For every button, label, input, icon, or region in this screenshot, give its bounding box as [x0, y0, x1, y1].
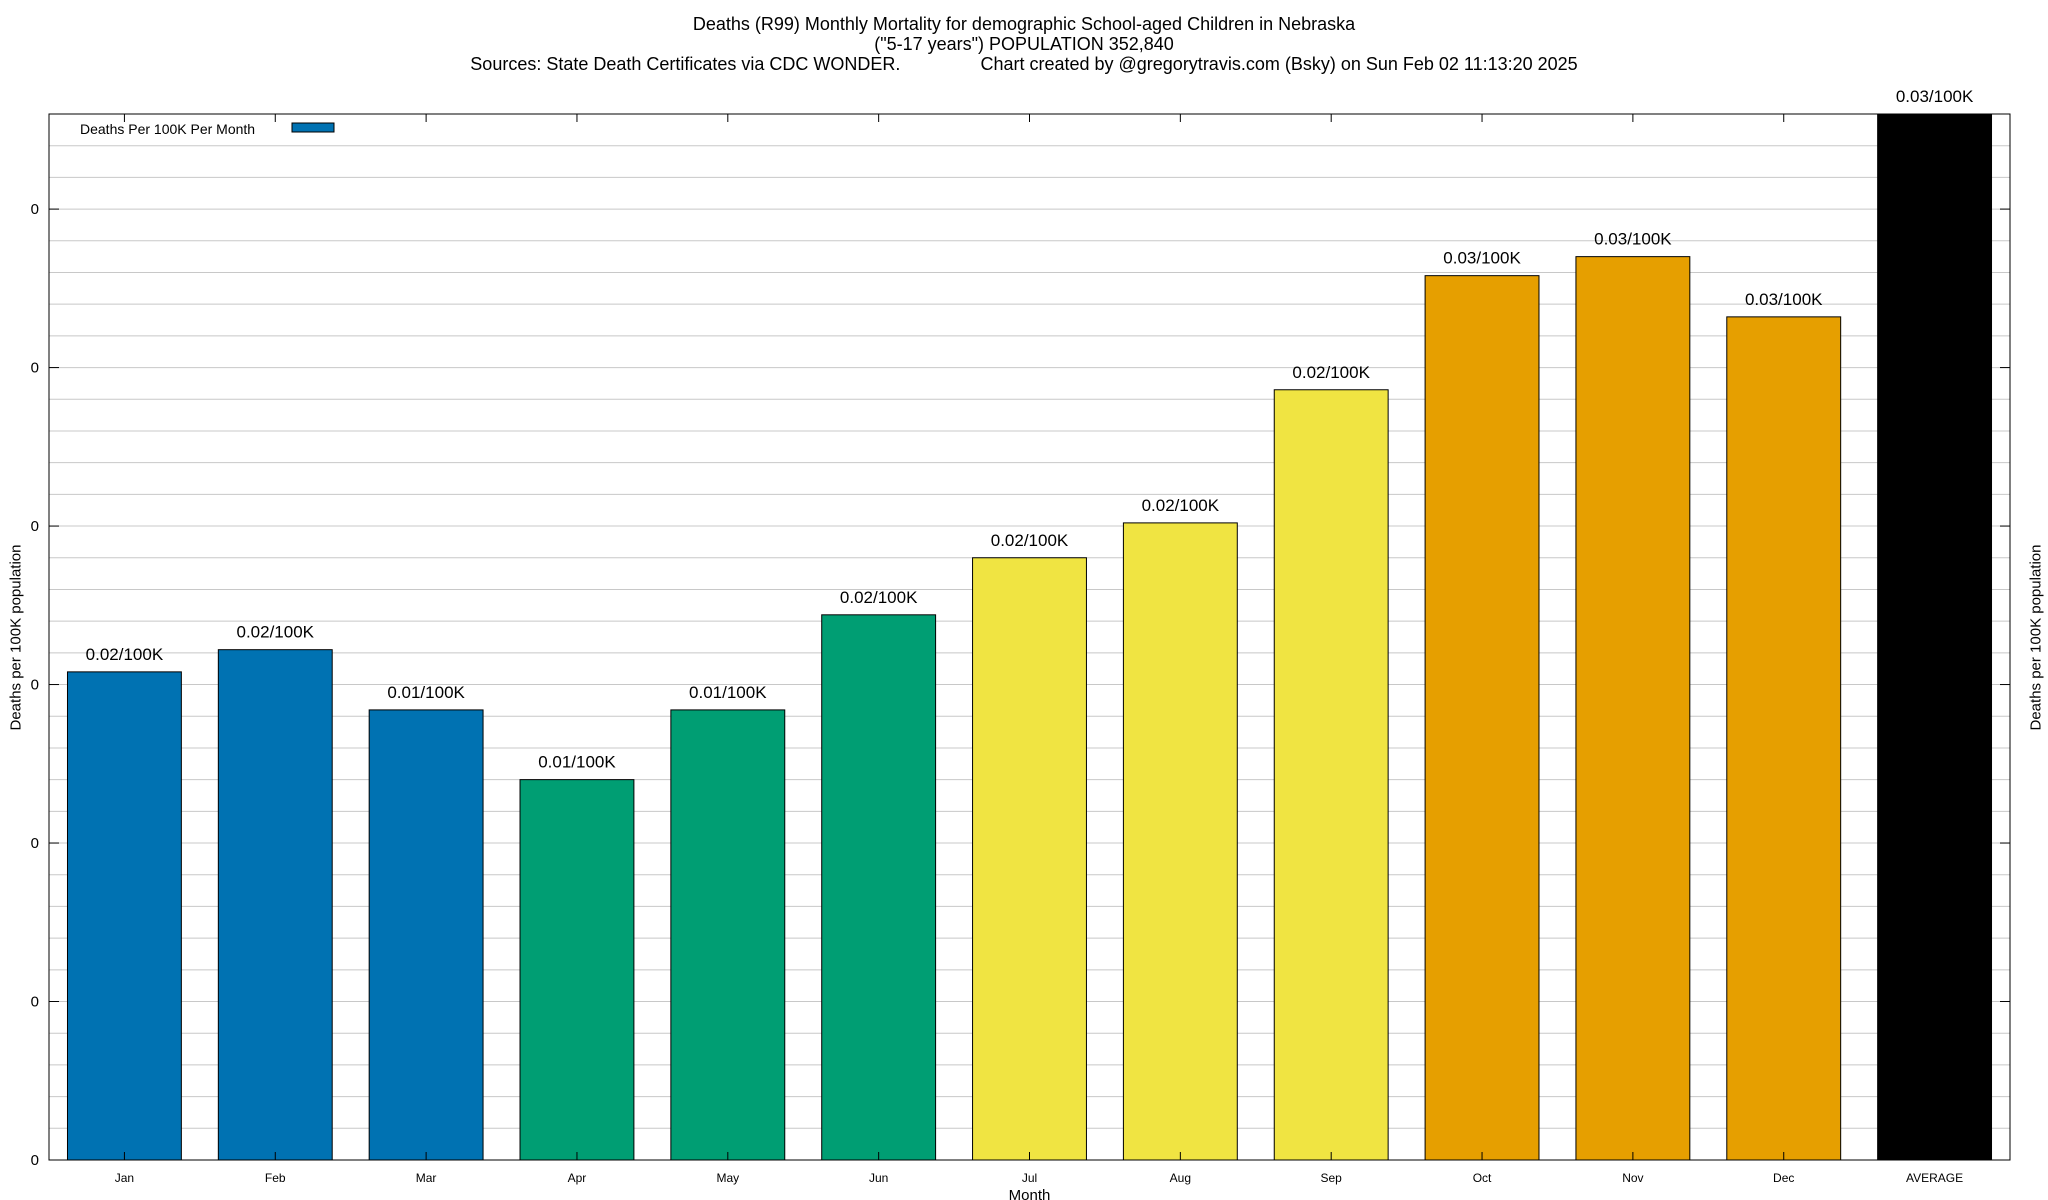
data-label: 0.03/100K — [1745, 290, 1823, 309]
y-tick-label: 0 — [31, 835, 39, 852]
y-tick-label: 0 — [31, 518, 39, 535]
x-tick-label: Aug — [1170, 1171, 1191, 1185]
data-label: 0.02/100K — [991, 531, 1069, 550]
bar-nov — [1575, 256, 1691, 1161]
x-tick-label: Jul — [1022, 1171, 1037, 1185]
y-tick-label: 0 — [31, 1152, 39, 1169]
data-label: 0.01/100K — [689, 683, 767, 702]
x-tick-label: Mar — [416, 1171, 437, 1185]
x-tick-label: Sep — [1321, 1171, 1343, 1185]
x-tick-label: Feb — [265, 1171, 286, 1185]
bar-jul — [972, 557, 1087, 1161]
bar-may — [670, 709, 786, 1161]
bar-oct — [1424, 275, 1540, 1161]
bar-aug — [1122, 522, 1238, 1161]
bar-sep — [1273, 389, 1389, 1161]
chart-source-line: Sources: State Death Certificates via CD… — [470, 54, 1578, 74]
y-tick-label: 0 — [31, 201, 39, 218]
x-tick-label: Dec — [1773, 1171, 1794, 1185]
x-tick-label: Jun — [869, 1171, 888, 1185]
x-tick-label: Oct — [1473, 1171, 1492, 1185]
bar-jan — [66, 671, 182, 1161]
data-label: 0.02/100K — [86, 645, 164, 664]
x-tick-label: Jan — [115, 1171, 134, 1185]
bar-dec — [1726, 316, 1842, 1161]
bar-apr — [519, 779, 635, 1161]
data-label: 0.02/100K — [840, 588, 918, 607]
bar-mar — [368, 709, 484, 1161]
y-tick-label: 0 — [31, 360, 39, 377]
data-label: 0.03/100K — [1896, 87, 1974, 106]
data-label: 0.03/100K — [1443, 249, 1521, 268]
y-axis-label-right: Deaths per 100K population — [2027, 544, 2045, 730]
bar-feb — [217, 649, 333, 1161]
y-tick-label: 0 — [31, 677, 39, 694]
chart-title: Deaths (R99) Monthly Mortality for demog… — [692, 14, 1356, 34]
x-tick-label: AVERAGE — [1906, 1171, 1963, 1185]
legend-swatch — [291, 122, 335, 133]
y-axis-label-left: Deaths per 100K population — [7, 544, 25, 730]
data-label: 0.03/100K — [1594, 230, 1672, 249]
legend-label: Deaths Per 100K Per Month — [80, 121, 255, 137]
data-label: 0.01/100K — [387, 683, 465, 702]
x-tick-label: Apr — [568, 1171, 587, 1185]
bar-jun — [821, 614, 937, 1161]
bar-average — [1877, 113, 1993, 1161]
y-tick-label: 0 — [31, 994, 39, 1011]
chart-subtitle: ("5-17 years") POPULATION 352,840 — [874, 34, 1174, 54]
data-label: 0.02/100K — [1292, 363, 1370, 382]
data-label: 0.02/100K — [237, 623, 315, 642]
x-tick-label: Nov — [1622, 1171, 1643, 1185]
x-axis-label: Month — [1009, 1187, 1051, 1200]
data-label: 0.01/100K — [538, 753, 616, 772]
x-tick-label: May — [716, 1171, 739, 1185]
data-label: 0.02/100K — [1142, 496, 1220, 515]
